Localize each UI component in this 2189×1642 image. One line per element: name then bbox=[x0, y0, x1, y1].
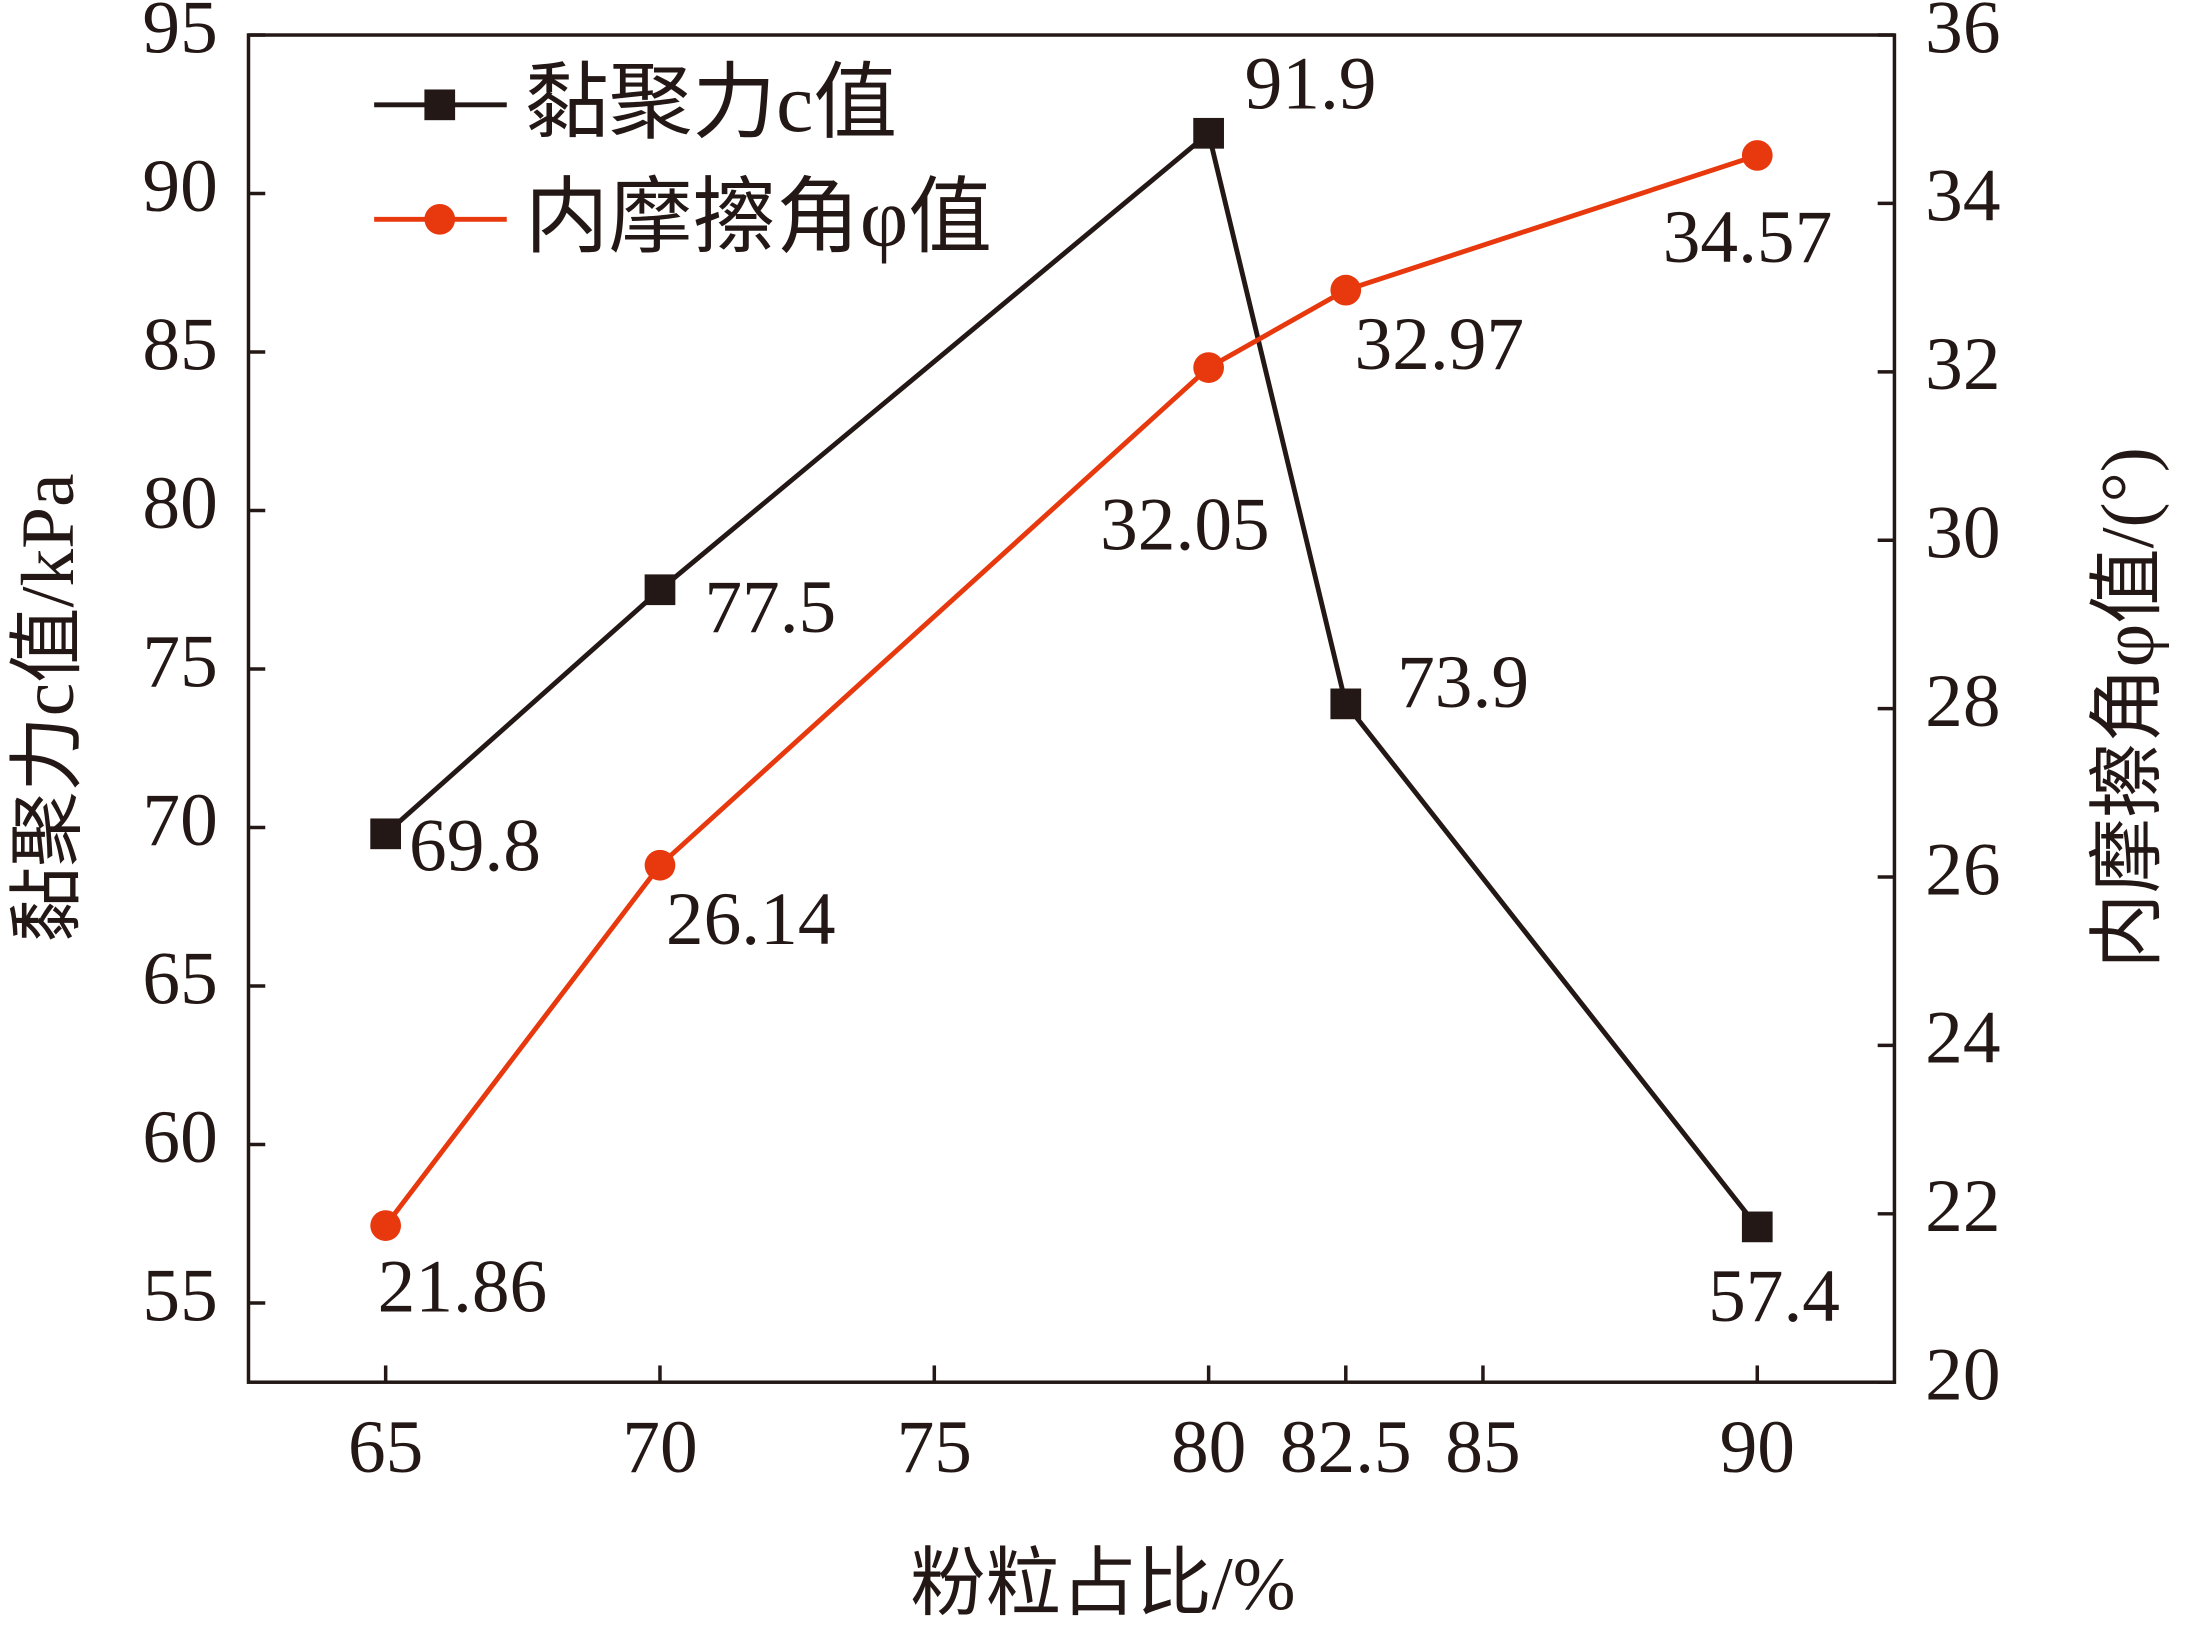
series-line bbox=[383, 153, 1759, 1228]
y2-axis-label: 内摩擦角φ值/(°) bbox=[2087, 447, 2170, 969]
data-point bbox=[644, 574, 676, 606]
y2-tick-label: 36 bbox=[1925, 0, 2000, 69]
y2-tick-label: 30 bbox=[1925, 492, 2000, 575]
y-tick-label: 85 bbox=[142, 303, 217, 386]
y2-tick-label: 26 bbox=[1925, 828, 2000, 911]
plot-frame bbox=[246, 33, 1897, 1384]
x-tick-label: 85 bbox=[1445, 1406, 1520, 1489]
series-line bbox=[384, 128, 1760, 1229]
y-tick-label: 55 bbox=[142, 1254, 217, 1337]
x-tick-label: 65 bbox=[348, 1406, 423, 1489]
legend-marker bbox=[424, 89, 456, 121]
data-label: 32.05 bbox=[1100, 484, 1270, 567]
legend-label: 内摩擦角φ值 bbox=[525, 172, 992, 265]
y-tick-label: 75 bbox=[142, 620, 217, 703]
data-label: 32.97 bbox=[1355, 303, 1525, 386]
y2-tick-label: 24 bbox=[1925, 997, 2000, 1080]
x-tick-label: 80 bbox=[1171, 1406, 1246, 1489]
y-tick-label: 70 bbox=[142, 779, 217, 862]
y-axis-label: 黏聚力c值/kPa bbox=[7, 473, 90, 942]
data-label: 69.8 bbox=[409, 805, 541, 888]
data-label: 57.4 bbox=[1708, 1255, 1840, 1338]
data-label: 77.5 bbox=[704, 566, 836, 649]
data-label: 26.14 bbox=[666, 878, 836, 961]
y2-tick-label: 32 bbox=[1925, 323, 2000, 406]
y-tick-label: 95 bbox=[142, 0, 217, 69]
data-label: 21.86 bbox=[378, 1245, 548, 1328]
legend-label: 黏聚力c值 bbox=[525, 57, 897, 150]
y2-tick-label: 34 bbox=[1925, 155, 2000, 238]
data-point bbox=[1741, 140, 1773, 171]
y-tick-label: 65 bbox=[142, 937, 217, 1020]
data-point bbox=[370, 1210, 402, 1241]
y-tick-label: 90 bbox=[142, 145, 217, 228]
x-tick-label: 90 bbox=[1720, 1406, 1795, 1489]
x-tick-label: 75 bbox=[897, 1406, 972, 1489]
x-tick-label: 70 bbox=[622, 1406, 697, 1489]
data-label: 73.9 bbox=[1397, 641, 1529, 724]
y2-tick-label: 28 bbox=[1925, 660, 2000, 743]
data-point bbox=[1193, 117, 1224, 149]
data-point bbox=[370, 818, 402, 850]
y2-tick-label: 22 bbox=[1925, 1165, 2000, 1248]
data-point bbox=[1330, 688, 1362, 720]
y-tick-label: 80 bbox=[142, 462, 217, 545]
y2-tick-label: 20 bbox=[1925, 1334, 2000, 1417]
x-tick-label: 82.5 bbox=[1280, 1406, 1412, 1489]
data-point bbox=[644, 849, 676, 881]
data-label: 34.57 bbox=[1663, 196, 1833, 279]
y-tick-label: 60 bbox=[142, 1096, 217, 1179]
data-point bbox=[1193, 352, 1224, 383]
data-point bbox=[1741, 1211, 1773, 1243]
data-label: 91.9 bbox=[1245, 43, 1377, 126]
data-point bbox=[1330, 274, 1362, 306]
legend-marker bbox=[424, 203, 456, 235]
x-axis-label: 粉粒占比/% bbox=[910, 1543, 1295, 1626]
